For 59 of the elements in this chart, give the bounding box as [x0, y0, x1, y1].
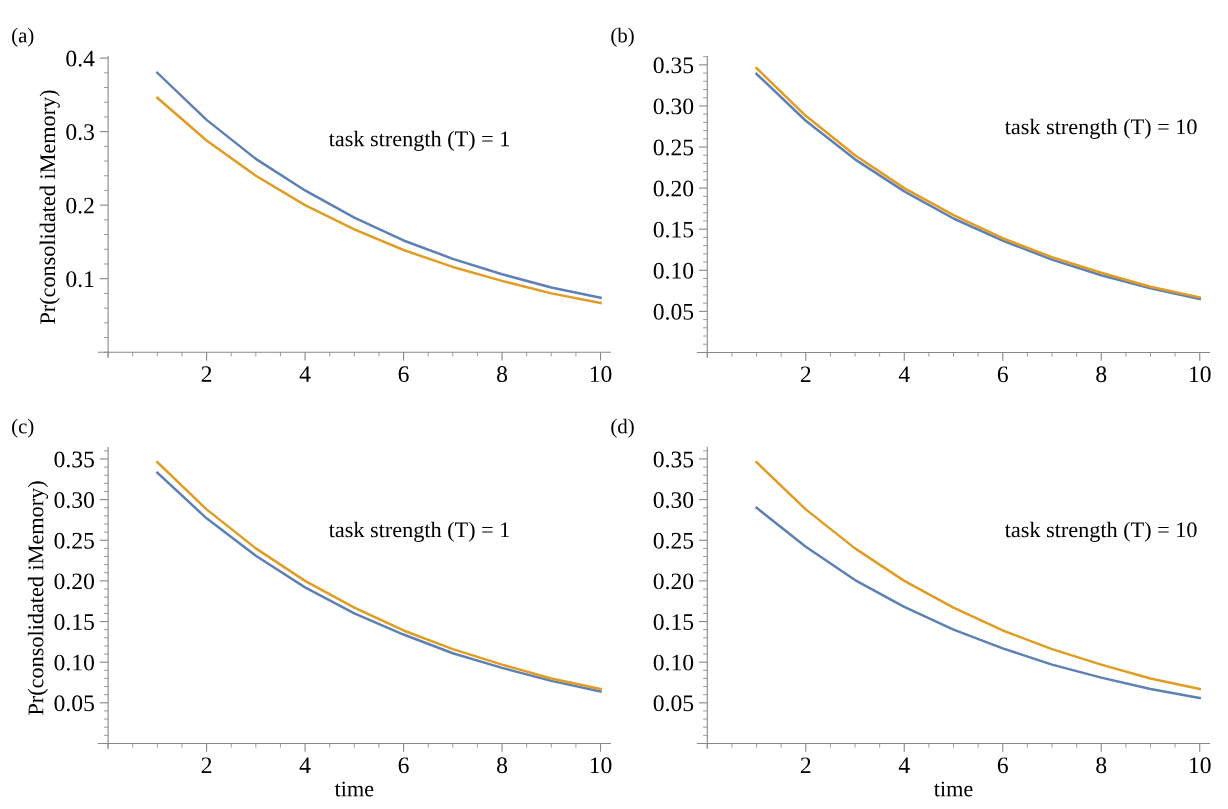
x-tick-label: 8 [1096, 757, 1107, 774]
x-tick-label: 6 [398, 757, 409, 774]
x-tick-label: 2 [201, 757, 212, 774]
x-tick-label: 2 [800, 757, 811, 774]
y-tick-label: 0.10 [54, 654, 94, 671]
y-tick-label: 0.10 [653, 654, 694, 671]
y-tick-label: 0.25 [653, 532, 694, 549]
y-tick-label: 0.35 [653, 57, 694, 74]
y-tick-label: 0.35 [653, 451, 694, 468]
annotation: task strength (T) = 10 [1004, 521, 1197, 542]
x-tick-label: 8 [1096, 366, 1107, 383]
chart-title: (d) [611, 418, 634, 438]
y-tick-label: 0.1 [66, 271, 94, 288]
x-tick-label: 10 [1190, 366, 1211, 383]
x-tick-label: 4 [299, 366, 311, 382]
y-axis-title: Pr(consolidated iMemory) [27, 481, 49, 715]
y-tick-label: 0.2 [66, 197, 94, 214]
chart-title: (a) [12, 27, 34, 47]
y-tick-label: 0.15 [54, 614, 94, 631]
x-tick-label: 10 [1190, 757, 1211, 774]
y-tick-label: 0.05 [653, 303, 694, 320]
x-tick-label: 4 [299, 757, 311, 774]
x-tick-label: 8 [497, 366, 508, 383]
line-series [755, 460, 1201, 691]
x-tick-label: 10 [590, 757, 612, 774]
chart-title: (c) [12, 418, 34, 438]
annotation: task strength (T) = 1 [328, 130, 509, 151]
y-tick-label: 0.35 [54, 451, 94, 468]
chart-title: (b) [611, 27, 634, 47]
x-tick-label: 6 [398, 366, 409, 383]
y-tick-label: 0.30 [653, 98, 694, 115]
y-tick-label: 0.20 [653, 180, 694, 197]
x-tick-label: 2 [800, 366, 811, 383]
y-tick-label: 0.10 [653, 262, 694, 279]
x-tick-label: 4 [898, 757, 910, 774]
y-tick-label: 0.30 [653, 492, 694, 509]
annotation: task strength (T) = 1 [328, 521, 509, 542]
x-axis-title: time [933, 781, 973, 797]
y-tick-label: 0.20 [54, 573, 94, 590]
x-tick-label: 4 [898, 366, 910, 383]
y-tick-label: 0.30 [54, 492, 94, 509]
y-tick-label: 0.20 [653, 573, 694, 590]
line-series [755, 506, 1201, 700]
y-tick-label: 0.25 [54, 532, 94, 549]
x-tick-label: 6 [997, 757, 1008, 774]
y-axis-title: Pr(consolidated iMemory) [39, 90, 60, 324]
y-tick-label: 0.15 [653, 221, 694, 238]
x-tick-label: 8 [497, 757, 508, 774]
y-tick-label: 0.15 [653, 614, 694, 631]
y-tick-label: 0.3 [66, 124, 94, 141]
annotation: task strength (T) = 10 [1004, 118, 1197, 139]
x-tick-label: 6 [997, 366, 1008, 383]
y-tick-label: 0.25 [653, 139, 694, 156]
x-tick-label: 2 [201, 366, 212, 382]
x-tick-label: 10 [590, 366, 612, 383]
y-tick-label: 0.05 [653, 695, 694, 712]
y-tick-label: 0.05 [54, 695, 94, 712]
y-tick-label: 0.4 [66, 50, 95, 67]
x-axis-title: time [334, 781, 374, 797]
